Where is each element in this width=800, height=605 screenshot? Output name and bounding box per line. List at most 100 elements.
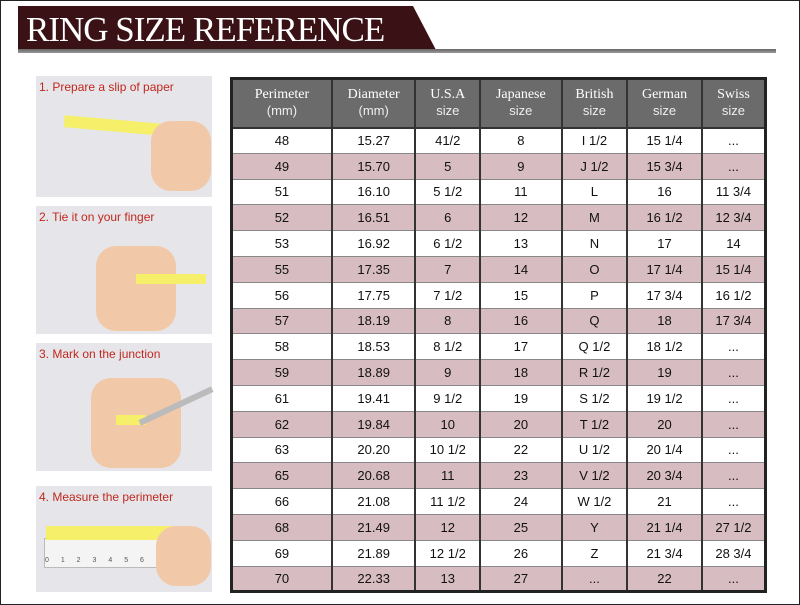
table-cell: 53 bbox=[230, 230, 333, 257]
table-cell: 5 bbox=[414, 152, 482, 180]
table-cell: 7 bbox=[414, 255, 482, 283]
table-cell: T 1/2 bbox=[560, 410, 629, 438]
table-cell: 16.10 bbox=[330, 178, 417, 206]
table-row: 56 17.75 7 1/2 15 P 17 3/4 16 1/2 bbox=[230, 281, 767, 309]
table-row: 57 18.19 8 16 Q 18 17 3/4 bbox=[230, 307, 767, 335]
table-cell: ... bbox=[700, 127, 767, 154]
column-header: Perimeter (mm) bbox=[230, 77, 333, 129]
table-cell: V 1/2 bbox=[560, 462, 629, 490]
table-cell: 13 bbox=[414, 565, 482, 593]
table-cell: 17 bbox=[479, 333, 563, 361]
table-cell: ... bbox=[560, 565, 629, 593]
table-row: 48 15.27 41/2 8 I 1/2 15 1/4... bbox=[230, 127, 767, 154]
table-cell: 9 1/2 bbox=[414, 384, 482, 412]
hand bbox=[156, 526, 211, 586]
table-cell: 9 bbox=[414, 359, 482, 386]
table-cell: 26 bbox=[479, 539, 563, 567]
column-header-title: German bbox=[641, 87, 688, 103]
table-cell: 14 bbox=[479, 255, 563, 283]
step-1-image: 1. Prepare a slip of paper bbox=[36, 76, 212, 197]
column-header: German size bbox=[626, 77, 703, 129]
table-cell: L bbox=[560, 178, 629, 206]
table-cell: J 1/2 bbox=[560, 152, 629, 180]
table-cell: 21.08 bbox=[330, 488, 417, 515]
table-cell: 13 bbox=[479, 230, 563, 257]
page-title: RING SIZE REFERENCE bbox=[26, 10, 385, 49]
table-cell: 20 1/4 bbox=[626, 436, 703, 464]
table-cell: 59 bbox=[230, 359, 333, 386]
table-cell: 17 bbox=[626, 230, 703, 257]
column-header: British size bbox=[560, 77, 629, 129]
column-header-unit: size bbox=[509, 103, 533, 119]
table-cell: 19 bbox=[626, 359, 703, 386]
table-cell: R 1/2 bbox=[560, 359, 629, 386]
hand bbox=[151, 121, 211, 191]
table-cell: 10 1/2 bbox=[414, 436, 482, 464]
table-cell: 48 bbox=[230, 127, 333, 154]
table-row: 59 18.89 9 18 R 1/2 19... bbox=[230, 359, 767, 386]
table-row: 55 17.35 7 14 O 17 1/4 15 1/4 bbox=[230, 255, 767, 283]
table-cell: 27 1/2 bbox=[700, 513, 767, 541]
table-row: 66 21.08 11 1/2 24 W 1/2 21... bbox=[230, 488, 767, 515]
step-3-image: 3. Mark on the junction bbox=[36, 343, 214, 471]
table-cell: U 1/2 bbox=[560, 436, 629, 464]
ring-size-table: Perimeter (mm) Diameter (mm) U.S.A size Japane… bbox=[230, 77, 767, 594]
column-header: Japanese size bbox=[479, 77, 563, 129]
table-cell: 20.68 bbox=[330, 462, 417, 490]
table-cell: 16.51 bbox=[330, 204, 417, 232]
table-cell: I 1/2 bbox=[560, 127, 629, 154]
table-cell: ... bbox=[700, 462, 767, 490]
table-cell: 21.89 bbox=[330, 539, 417, 567]
table-cell: 16 bbox=[479, 307, 563, 335]
table-cell: 21 1/4 bbox=[626, 513, 703, 541]
table-cell: 62 bbox=[230, 410, 333, 438]
table-cell: 16.92 bbox=[330, 230, 417, 257]
column-header-title: British bbox=[575, 87, 614, 103]
table-cell: 17.35 bbox=[330, 255, 417, 283]
table-cell: 7 1/2 bbox=[414, 281, 482, 309]
column-header: U.S.A size bbox=[414, 77, 482, 129]
table-cell: 63 bbox=[230, 436, 333, 464]
table-row: 52 16.51 6 12 M 16 1/2 12 3/4 bbox=[230, 204, 767, 232]
table-cell: Y bbox=[560, 513, 629, 541]
table-row: 61 19.41 9 1/2 19 S 1/2 19 1/2... bbox=[230, 384, 767, 412]
table-cell: Z bbox=[560, 539, 629, 567]
paper-strip bbox=[116, 415, 146, 425]
title-rule bbox=[18, 49, 776, 53]
column-header: Swiss size bbox=[700, 77, 767, 129]
table-cell: 5 1/2 bbox=[414, 178, 482, 206]
table-cell: 28 3/4 bbox=[700, 539, 767, 567]
table-cell: 8 bbox=[479, 127, 563, 154]
table-cell: 58 bbox=[230, 333, 333, 361]
table-cell: Q 1/2 bbox=[560, 333, 629, 361]
table-row: 58 18.53 8 1/2 17 Q 1/2 18 1/2... bbox=[230, 333, 767, 361]
table-cell: 15 bbox=[479, 281, 563, 309]
table-cell: 15 3/4 bbox=[626, 152, 703, 180]
table-cell: 25 bbox=[479, 513, 563, 541]
step-4-image: 4. Measure the perimeter 0 1 2 3 4 5 6 7… bbox=[36, 486, 212, 592]
table-cell: Q bbox=[560, 307, 629, 335]
table-cell: 18 bbox=[626, 307, 703, 335]
step-2-image: 2. Tie it on your finger bbox=[36, 206, 212, 334]
table-cell: 6 bbox=[414, 204, 482, 232]
table-cell: 17.75 bbox=[330, 281, 417, 309]
column-header-title: Swiss bbox=[717, 87, 750, 103]
table-cell: ... bbox=[700, 565, 767, 593]
table-cell: 15.27 bbox=[330, 127, 417, 154]
table-cell: 10 bbox=[414, 410, 482, 438]
table-cell: 15.70 bbox=[330, 152, 417, 180]
header-row: Perimeter (mm) Diameter (mm) U.S.A size Japane… bbox=[230, 77, 767, 129]
table-cell: 18.19 bbox=[330, 307, 417, 335]
step-caption: 4. Measure the perimeter bbox=[39, 490, 174, 504]
table-cell: 22 bbox=[626, 565, 703, 593]
table-cell: 12 3/4 bbox=[700, 204, 767, 232]
table-cell: 17 1/4 bbox=[626, 255, 703, 283]
table-cell: 16 1/2 bbox=[700, 281, 767, 309]
column-header-title: U.S.A bbox=[430, 87, 466, 103]
table-row: 65 20.68 11 23 V 1/2 20 3/4... bbox=[230, 462, 767, 490]
table-cell: 55 bbox=[230, 255, 333, 283]
table-cell: 18 bbox=[479, 359, 563, 386]
table-cell: 11 1/2 bbox=[414, 488, 482, 515]
hand bbox=[96, 246, 176, 331]
table-cell: 17 3/4 bbox=[626, 281, 703, 309]
